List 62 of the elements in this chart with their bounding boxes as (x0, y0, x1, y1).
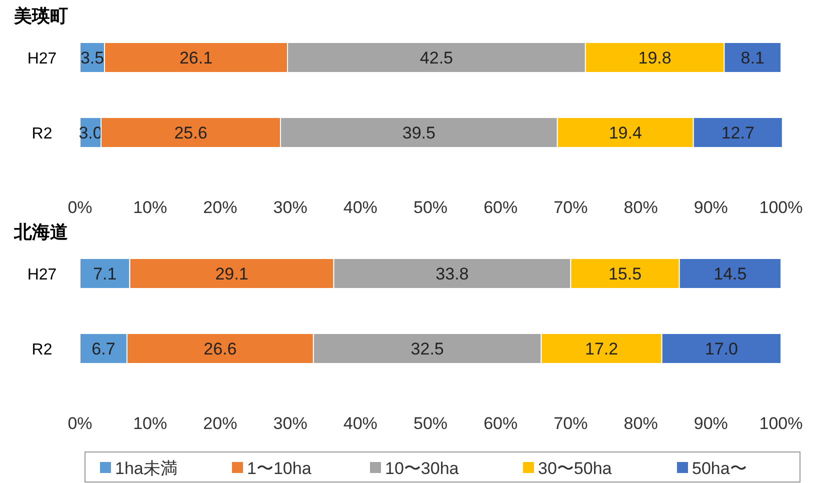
data-label: 19.8 (638, 48, 672, 68)
data-label: 14.5 (714, 264, 747, 284)
chart-title: 北海道 (13, 222, 68, 242)
x-tick-label: 80% (624, 198, 658, 217)
x-tick-label: 60% (484, 414, 518, 433)
bar (80, 333, 128, 364)
data-label: 32.5 (410, 340, 444, 358)
data-label: 15.5 (608, 264, 642, 284)
data-label: 7.1 (93, 264, 117, 284)
bar (312, 333, 542, 364)
y-tick-label: R2 (32, 342, 52, 358)
x-tick-label: 50% (413, 414, 448, 433)
data-label: 25.6 (174, 124, 208, 142)
bar (126, 333, 314, 364)
bar (661, 333, 782, 364)
bar (570, 258, 680, 289)
x-tick-label: 70% (554, 414, 588, 433)
x-tick-label: 70% (554, 198, 588, 217)
data-label: 12.7 (721, 124, 754, 142)
x-tick-label: 100% (759, 198, 803, 217)
x-tick-label: 90% (694, 198, 728, 217)
chart-title: 美瑛町 (13, 6, 68, 26)
y-tick-label: R2 (32, 126, 52, 142)
bar (129, 258, 334, 289)
x-tick-label: 50% (413, 198, 448, 217)
data-label: 3.5 (80, 48, 104, 68)
x-tick-label: 60% (484, 198, 518, 217)
data-label: 29.1 (215, 264, 248, 284)
x-tick-label: 90% (694, 414, 728, 433)
bar (540, 333, 662, 364)
x-tick-label: 0% (68, 414, 92, 433)
legend-label: 1〜10ha (247, 459, 312, 478)
data-label: 8.1 (740, 48, 764, 68)
x-tick-label: 80% (624, 414, 658, 433)
x-tick-label: 30% (273, 198, 308, 217)
x-tick-label: 10% (133, 414, 168, 433)
x-tick-label: 100% (759, 414, 803, 433)
data-label: 39.5 (402, 124, 436, 142)
x-tick-label: 0% (68, 198, 92, 217)
data-label: 17.2 (584, 340, 618, 358)
x-tick-label: 40% (343, 198, 378, 217)
bar (678, 258, 782, 289)
x-tick-label: 10% (133, 198, 168, 217)
legend-label: 50ha〜 (692, 459, 747, 478)
data-label: 17.0 (704, 340, 738, 358)
data-label: 33.8 (436, 264, 469, 284)
data-label: 42.5 (420, 48, 454, 68)
y-tick-label: H27 (27, 50, 57, 68)
legend-label: 30〜50ha (538, 459, 612, 478)
data-label: 19.4 (608, 124, 642, 142)
legend-label: 10〜30ha (385, 459, 460, 478)
x-tick-label: 30% (273, 414, 308, 433)
y-tick-label: H27 (27, 266, 57, 284)
data-label: 26.6 (204, 340, 237, 358)
x-tick-label: 20% (203, 414, 238, 433)
bar (333, 258, 572, 289)
data-label: 26.1 (179, 48, 213, 68)
x-tick-label: 20% (203, 198, 238, 217)
legend-label: 1ha未満 (115, 459, 178, 478)
data-label: 6.7 (92, 340, 116, 358)
x-tick-label: 40% (343, 414, 378, 433)
bar (80, 258, 130, 289)
